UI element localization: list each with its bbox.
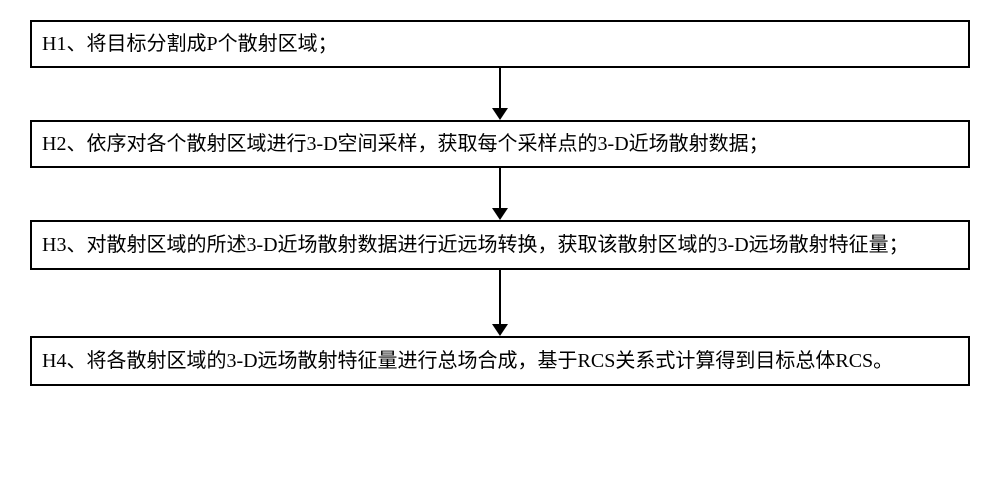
- step-h2: H2、依序对各个散射区域进行3-D空间采样，获取每个采样点的3-D近场散射数据；: [30, 120, 970, 168]
- arrow-2: [490, 168, 510, 220]
- step-h2-text: H2、依序对各个散射区域进行3-D空间采样，获取每个采样点的3-D近场散射数据；: [42, 133, 769, 155]
- step-h4-text: H4、将各散射区域的3-D远场散射特征量进行总场合成，基于RCS关系式计算得到目…: [42, 350, 893, 372]
- step-h3: H3、对散射区域的所述3-D近场散射数据进行近远场转换，获取该散射区域的3-D远…: [30, 220, 970, 270]
- arrow-down-icon: [490, 68, 510, 120]
- arrow-down-icon: [490, 270, 510, 336]
- step-h1: H1、将目标分割成P个散射区域；: [30, 20, 970, 68]
- step-h1-text: H1、将目标分割成P个散射区域；: [42, 33, 338, 55]
- step-h4: H4、将各散射区域的3-D远场散射特征量进行总场合成，基于RCS关系式计算得到目…: [30, 336, 970, 386]
- flowchart-canvas: H1、将目标分割成P个散射区域； H2、依序对各个散射区域进行3-D空间采样，获…: [0, 0, 1000, 500]
- arrow-1: [490, 68, 510, 120]
- arrow-3: [490, 270, 510, 336]
- step-h3-text: H3、对散射区域的所述3-D近场散射数据进行近远场转换，获取该散射区域的3-D远…: [42, 234, 909, 256]
- arrow-down-icon: [490, 168, 510, 220]
